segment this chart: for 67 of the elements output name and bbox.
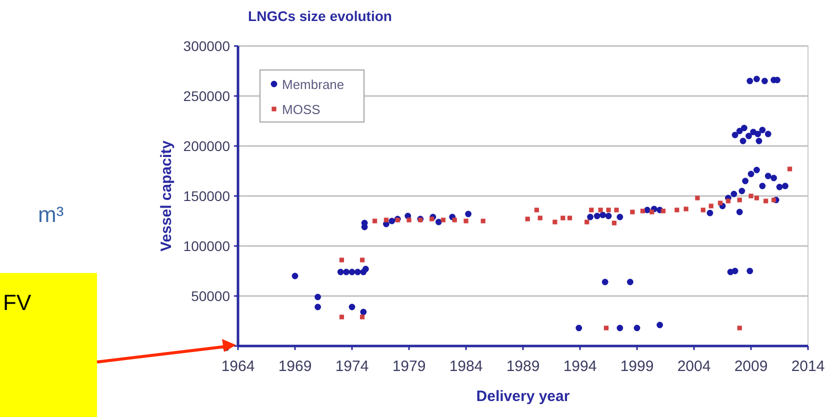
x-tick-label: 1974 <box>335 358 369 375</box>
point <box>384 218 388 222</box>
x-tick-label: 1979 <box>392 358 426 375</box>
y-tick-label: 200000 <box>183 138 230 154</box>
y-tick-label: 100000 <box>183 238 230 254</box>
point <box>660 208 666 214</box>
x-tick-label: 1999 <box>620 358 654 375</box>
text: m³ <box>38 202 64 227</box>
point <box>372 218 378 224</box>
point <box>606 208 611 212</box>
legend-label: Membrane <box>282 77 344 92</box>
x-tick-label: 1964 <box>221 358 255 375</box>
point <box>464 218 468 224</box>
y-tick-label: 250000 <box>183 88 230 104</box>
x-tick-label: 2009 <box>734 358 768 375</box>
point <box>534 208 539 212</box>
point <box>406 218 412 222</box>
x-tick-label: 1984 <box>449 358 483 375</box>
x-tick-label: 1989 <box>506 358 540 375</box>
point <box>589 208 594 212</box>
point <box>764 198 768 204</box>
point <box>708 204 714 208</box>
point <box>440 218 446 222</box>
point <box>640 208 645 214</box>
point <box>430 216 434 222</box>
point <box>630 210 635 214</box>
point <box>612 220 616 226</box>
point <box>684 206 688 212</box>
y-tick-label: 50000 <box>191 288 230 304</box>
point <box>552 220 558 224</box>
y-tick-label: 150000 <box>183 188 230 204</box>
point <box>360 258 365 262</box>
point <box>339 258 344 262</box>
x-tick-label: 1994 <box>563 358 597 375</box>
point <box>754 196 759 200</box>
legend-label: MOSS <box>282 102 321 117</box>
point <box>480 218 486 224</box>
point <box>737 326 742 330</box>
point <box>737 198 742 202</box>
y-axis-title: Vessel capacity <box>158 140 175 252</box>
point <box>674 208 680 212</box>
chart-title: LNGCs size evolution <box>248 8 392 24</box>
point <box>584 220 590 224</box>
point <box>700 208 706 212</box>
point <box>452 218 457 222</box>
point <box>598 208 603 212</box>
point <box>339 314 344 320</box>
point <box>560 216 566 220</box>
point <box>748 194 754 198</box>
x-axis-title: Delivery year <box>476 388 570 405</box>
point <box>538 216 542 220</box>
point <box>614 208 619 212</box>
point <box>604 326 609 330</box>
text: FV <box>3 290 32 315</box>
x-tick-label: 2004 <box>677 358 711 375</box>
y-tick-label: 300000 <box>183 38 230 54</box>
point <box>650 210 654 214</box>
point <box>772 198 776 202</box>
point <box>525 216 530 222</box>
x-tick-label: 1969 <box>278 358 312 375</box>
point <box>726 198 730 204</box>
x-tick-label: 2014 <box>791 358 825 375</box>
point <box>718 200 723 206</box>
point <box>567 216 572 220</box>
point <box>360 314 365 320</box>
point <box>787 166 792 172</box>
point <box>695 196 700 200</box>
